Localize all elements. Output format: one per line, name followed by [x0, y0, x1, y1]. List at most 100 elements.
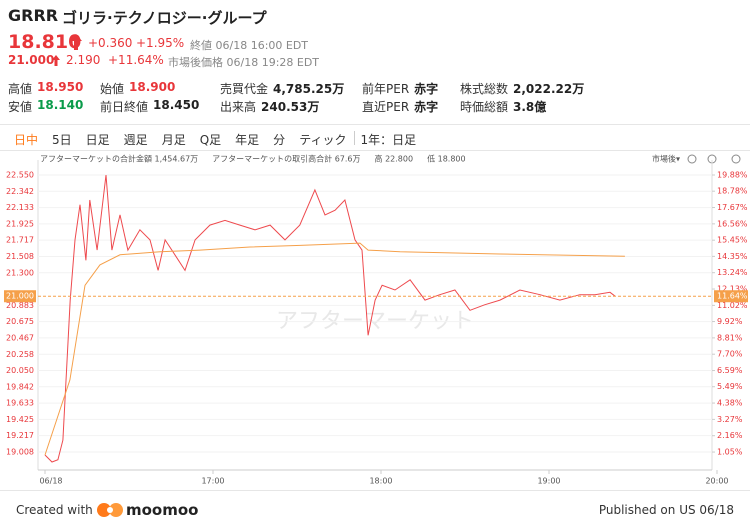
tab[interactable]: 1年：日足: [360, 133, 417, 147]
legend-item: 低 18.800: [427, 154, 466, 164]
y-tick-label: 19.217: [6, 431, 34, 440]
y2-tick-label: 3.27%: [717, 415, 743, 424]
y-tick-label: 21.925: [6, 219, 34, 228]
stat-value: 2,022.22万: [513, 82, 585, 96]
y2-tick-label: 13.24%: [717, 268, 748, 277]
y-tick-label: 20.258: [6, 350, 34, 359]
current-price-badge: [4, 290, 36, 303]
x-tick-label: 17:00: [201, 477, 224, 486]
stat-label: 前年PER: [362, 82, 410, 96]
divider: [0, 490, 750, 491]
y-tick-label: 22.550: [6, 171, 34, 180]
x-tick-label: 06/18: [39, 477, 62, 486]
legend-item: アフターマーケットの合計金額 1,454.67万: [40, 154, 198, 164]
y2-tick-label: 9.92%: [717, 317, 743, 326]
x-tick-label: 19:00: [537, 477, 560, 486]
y2-tick-label: 19.88%: [717, 171, 748, 180]
stat-label: 株式総数: [460, 82, 509, 96]
logo-icon: [97, 503, 123, 517]
y2-tick-label: 6.59%: [717, 366, 743, 375]
change: +0.360: [88, 36, 133, 50]
y-tick-label: 19.008: [6, 448, 34, 457]
legend-item: アフターマーケットの取引高合計 67.6万: [212, 154, 360, 164]
tab[interactable]: 月足: [161, 133, 186, 147]
y2-tick-label: 18.78%: [717, 187, 748, 196]
stat-label: 時価総額: [460, 100, 509, 114]
tab[interactable]: 日足: [85, 133, 110, 147]
tab[interactable]: ティック: [299, 133, 347, 147]
y-tick-label: 19.633: [6, 399, 34, 408]
status: 終値 06/18 16:00 EDT: [190, 39, 309, 52]
current-pct-label: 11.64%: [717, 292, 748, 301]
y2-tick-label: 14.35%: [717, 252, 748, 261]
y2-tick-label: 12.13%: [717, 285, 748, 294]
y-tick-label: 22.133: [6, 203, 34, 212]
tab-separator: [354, 131, 356, 145]
y-tick-label: 21.717: [6, 236, 34, 245]
tab[interactable]: Q足: [199, 133, 222, 147]
stat-label: 前日終値: [100, 100, 149, 114]
tab[interactable]: 年足: [235, 133, 260, 147]
y-tick-label: 19.842: [6, 382, 34, 391]
stat-label: 始値: [100, 82, 125, 96]
current-pct-badge: [714, 290, 748, 303]
symbol: GRRR: [8, 6, 59, 25]
stat-value: 18.140: [37, 98, 84, 112]
stat-value: 3.8億: [513, 100, 547, 114]
y2-tick-label: 15.45%: [717, 236, 748, 245]
after-price: 21.000: [8, 53, 55, 67]
x-tick-label: 18:00: [369, 477, 392, 486]
y2-tick-label: 11.02%: [717, 301, 748, 310]
stat-label: 出来高: [220, 100, 257, 114]
y2-tick-label: 7.70%: [717, 350, 743, 359]
session-selector: 市場後▾: [652, 154, 680, 164]
price-line: [44, 242, 625, 456]
tab[interactable]: 分: [273, 133, 286, 147]
created-with: Created with: [16, 503, 93, 517]
stat-value: 赤字: [414, 100, 439, 114]
stat-value: 18.900: [129, 80, 176, 94]
y2-tick-label: 8.81%: [717, 333, 743, 342]
brand: moomoo: [126, 501, 199, 519]
stat-value: 赤字: [414, 82, 439, 96]
y-tick-label: 21.508: [6, 252, 34, 261]
stat-value: 4,785.25万: [273, 82, 345, 96]
after-change: 2.190: [66, 53, 101, 67]
up-arrow: [70, 34, 82, 50]
after-change-pct: +11.64%: [108, 53, 164, 67]
published: Published on US 06/18: [598, 503, 734, 517]
toolbar-icon: [687, 154, 697, 164]
y2-tick-label: 1.05%: [717, 448, 743, 457]
y2-tick-label: 16.56%: [717, 219, 748, 228]
stat-value: 240.53万: [261, 100, 320, 114]
stat-label: 直近PER: [362, 100, 410, 114]
y-tick-label: 20.675: [6, 317, 34, 326]
tab[interactable]: 週足: [123, 133, 148, 147]
tab[interactable]: 5日: [52, 133, 72, 147]
x-tick-label: 20:00: [705, 477, 728, 486]
y-tick-label: 20.050: [6, 366, 34, 375]
toolbar-icon: [731, 154, 741, 164]
stat-value: 18.950: [37, 80, 84, 94]
y2-tick-label: 5.49%: [717, 382, 743, 391]
company-name: ゴリラ·テクノロジー·グループ: [62, 9, 267, 27]
up-arrow: [52, 55, 60, 66]
y-tick-label: 19.425: [6, 415, 34, 424]
stat-label: 安値: [8, 100, 33, 114]
y2-tick-label: 17.67%: [717, 203, 748, 212]
stat-label: 高値: [8, 82, 33, 96]
divider: [0, 150, 750, 151]
legend-item: 高 22.800: [375, 154, 414, 164]
stat-value: 18.450: [153, 98, 200, 112]
divider: [0, 124, 750, 125]
y-tick-label: 20.883: [6, 301, 34, 310]
y2-tick-label: 2.16%: [717, 431, 743, 440]
change-pct: +1.95%: [136, 36, 185, 50]
y-tick-label: 20.467: [6, 333, 34, 342]
y2-tick-label: 4.38%: [717, 399, 743, 408]
current-price-label: 21.000: [6, 292, 34, 301]
tab[interactable]: 日中: [14, 133, 39, 147]
after-status: 市場後価格 06/18 19:28 EDT: [168, 56, 320, 69]
